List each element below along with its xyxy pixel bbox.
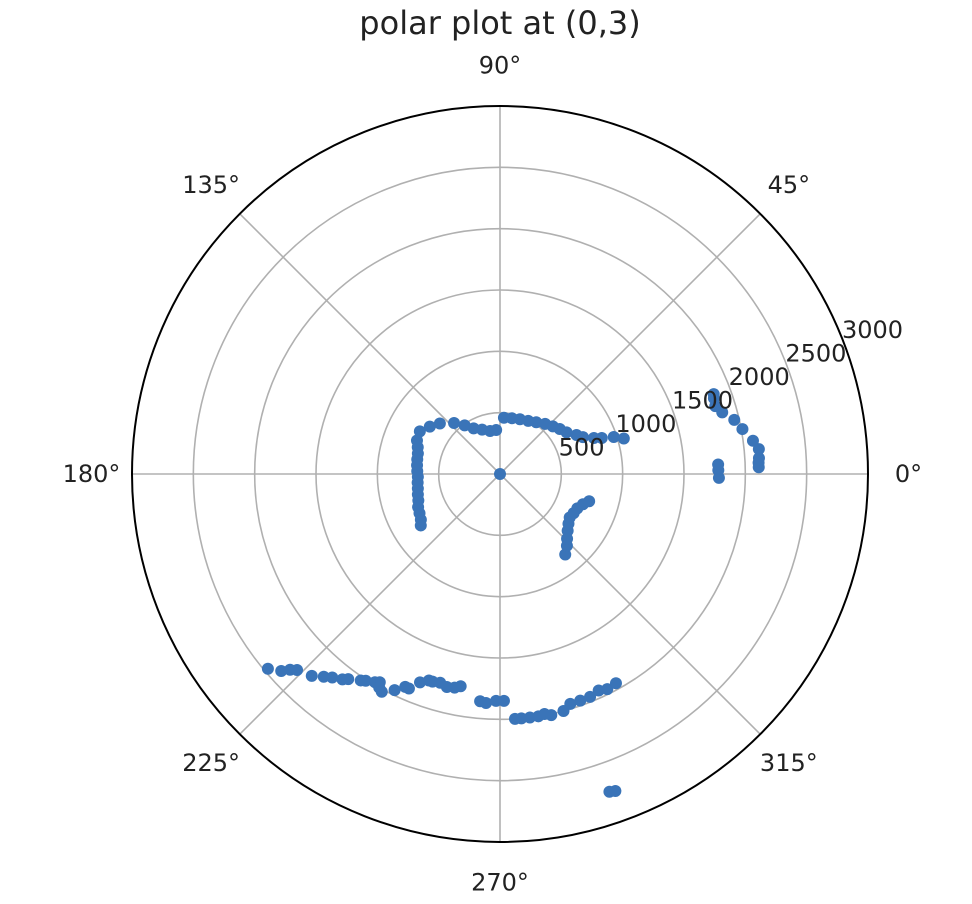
theta-gridline-225 [239,473,501,735]
data-point [291,663,304,676]
theta-tick-label: 45° [768,171,811,199]
data-point [587,431,600,444]
data-point [617,432,630,445]
data-point [707,388,720,401]
data-point [479,696,492,709]
r-tick-label: 1500 [672,387,733,415]
data-point [414,519,427,532]
data-point [359,674,372,687]
data-point [375,685,388,698]
r-tick-label: 500 [559,434,605,462]
theta-gridline-45 [499,213,761,475]
polar-frame [131,105,869,843]
theta-tick-label: 225° [182,749,240,777]
data-point [728,413,741,426]
r-tick-label: 2500 [785,340,846,368]
data-point [752,443,765,456]
theta-tick-label: 180° [63,460,121,488]
data-point [609,784,622,797]
data-point [570,429,583,442]
data-point [423,420,436,433]
data-point [564,697,577,710]
data-point [454,680,467,693]
outer-circle [131,105,869,843]
data-point [584,690,597,703]
data-point [712,471,725,484]
data-point [583,495,596,508]
data-point [388,684,401,697]
data-point [413,676,426,689]
data-point [539,417,552,430]
data-point [607,431,620,444]
data-point [413,425,426,438]
data-point [752,452,765,465]
theta-tick-label: 270° [471,868,529,896]
data-point [494,468,506,480]
data-point [736,423,749,436]
grid [132,106,868,842]
data-point [712,458,725,471]
data-point [448,416,461,429]
theta-gridline-315 [499,473,761,735]
chart-title: polar plot at (0,3) [359,4,641,42]
data-point [326,671,339,684]
theta-tick-label: 90° [479,52,522,80]
data-point [545,709,558,722]
tick-labels: 0°45°90°135°180°225°270°315°500100015002… [63,52,923,897]
theta-tick-label: 0° [895,460,922,488]
data-point [342,673,355,686]
data-point [497,411,510,424]
theta-tick-label: 135° [182,171,240,199]
data-point [458,419,471,432]
data-point [497,694,510,707]
data-point [261,662,274,675]
data-point [275,664,288,677]
r-tick-label: 2000 [729,363,790,391]
theta-gridline-135 [239,213,501,475]
scatter-points [261,388,765,798]
data-point [433,417,446,430]
data-point [574,694,587,707]
data-point [746,434,759,447]
theta-tick-label: 315° [760,749,818,777]
data-point [305,669,318,682]
r-tick-label: 3000 [842,316,903,344]
r-tick-label: 1000 [615,410,676,438]
data-point [601,683,614,696]
data-point [609,677,622,690]
data-point [402,682,415,695]
